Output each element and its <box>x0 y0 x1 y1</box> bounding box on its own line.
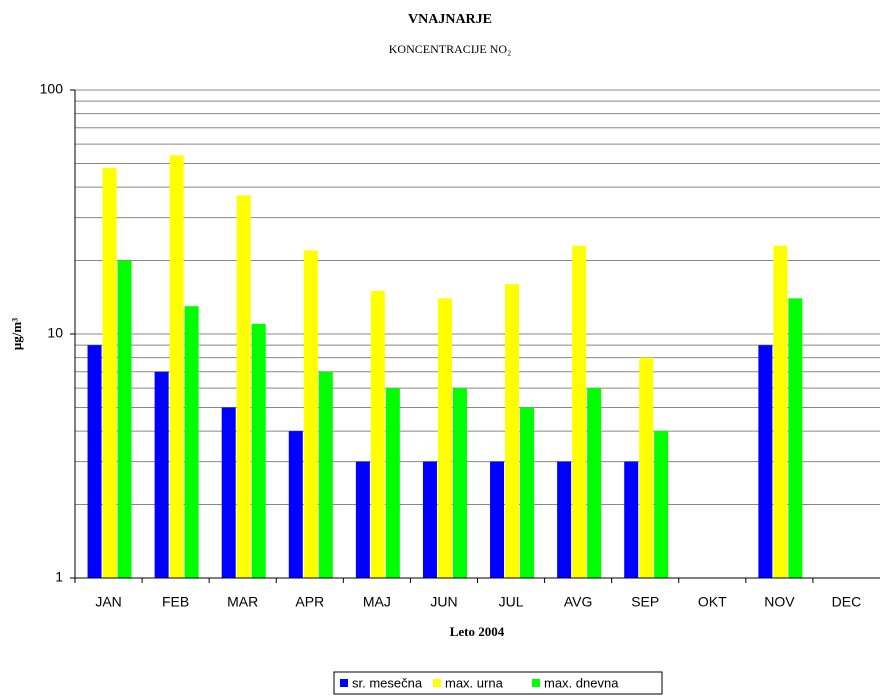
x-axis-label: Leto 2004 <box>450 624 505 639</box>
bar <box>251 323 266 578</box>
legend-label: max. urna <box>445 675 504 690</box>
bar <box>587 388 602 578</box>
bar <box>788 298 803 578</box>
bar <box>520 407 535 578</box>
bar <box>102 167 117 578</box>
bar <box>154 371 169 578</box>
x-tick-label: NOV <box>764 594 795 610</box>
x-tick-label: AVG <box>564 594 593 610</box>
bar <box>639 357 654 578</box>
chart-title: VNAJNARJE <box>408 12 492 27</box>
x-tick-label: MAJ <box>363 594 391 610</box>
bar <box>505 284 520 578</box>
legend-swatch <box>532 679 540 687</box>
bar <box>490 461 505 578</box>
bar <box>355 461 370 578</box>
bar <box>624 461 639 578</box>
x-tick-label: JUN <box>430 594 457 610</box>
bar <box>236 195 251 579</box>
legend-swatch <box>433 679 441 687</box>
bar <box>773 245 788 578</box>
bar <box>758 345 773 578</box>
bar <box>303 250 318 579</box>
bar <box>654 431 669 578</box>
bar <box>452 388 467 578</box>
x-tick-label: DEC <box>832 594 862 610</box>
x-tick-label: JAN <box>95 594 121 610</box>
bar <box>184 306 199 578</box>
bar <box>169 155 184 578</box>
bar <box>221 407 236 578</box>
legend-swatch <box>340 679 348 687</box>
y-tick-label: 1 <box>55 569 63 585</box>
x-tick-label: SEP <box>631 594 659 610</box>
bar <box>87 345 102 578</box>
bar <box>385 388 400 578</box>
bar <box>288 431 303 578</box>
legend-label: sr. mesečna <box>352 675 423 690</box>
bar <box>422 461 437 578</box>
legend-box <box>333 671 663 695</box>
x-tick-label: JUL <box>499 594 524 610</box>
x-tick-label: OKT <box>698 594 727 610</box>
legend-label: max. dnevna <box>544 675 619 690</box>
bar <box>370 291 385 578</box>
y-axis-label: μg/m³ <box>9 318 24 350</box>
bar <box>557 461 572 578</box>
bar <box>117 260 132 578</box>
x-tick-label: APR <box>295 594 324 610</box>
bar <box>437 298 452 578</box>
x-tick-label: MAR <box>227 594 258 610</box>
x-tick-label: FEB <box>162 594 189 610</box>
y-tick-label: 10 <box>47 325 63 341</box>
bar <box>572 245 587 578</box>
chart-subtitle: KONCENTRACIJE NO₂ <box>389 42 512 56</box>
y-tick-label: 100 <box>40 81 64 97</box>
bar <box>318 371 333 578</box>
